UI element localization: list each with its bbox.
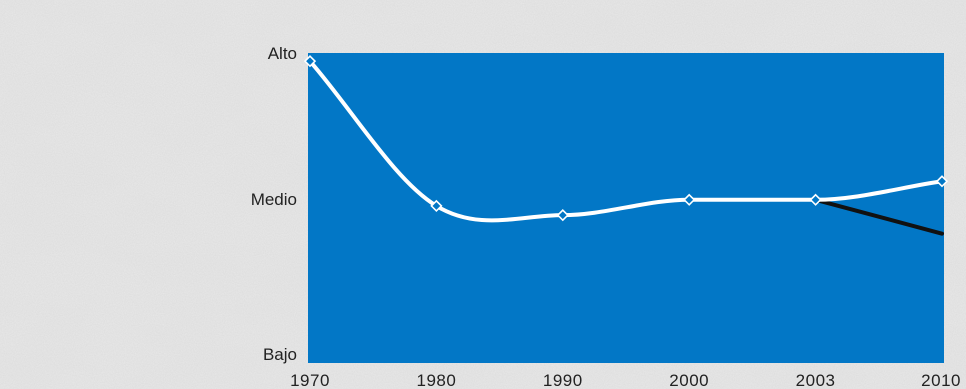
data-point-2003	[809, 193, 822, 206]
x-tick-label-1990: 1990	[543, 371, 583, 389]
data-point-2000	[683, 193, 696, 206]
data-point-1980	[430, 199, 443, 213]
y-tick-label-medio: Medio	[251, 190, 297, 209]
data-point-1970	[303, 55, 317, 68]
data-point-1990	[556, 209, 569, 222]
x-tick-label-1970: 1970	[290, 371, 330, 389]
series-line-1	[308, 59, 944, 223]
x-tick-label-2000: 2000	[669, 371, 709, 389]
x-tick-label-2003: 2003	[796, 371, 836, 389]
x-tick-label-1980: 1980	[416, 371, 456, 389]
chart-marks	[303, 55, 949, 236]
series-line-2	[813, 197, 944, 236]
x-tick-label-2010: 2010	[921, 371, 961, 389]
y-tick-label-bajo: Bajo	[263, 345, 297, 364]
y-tick-label-alto: Alto	[268, 44, 297, 63]
data-point-2010	[935, 175, 949, 188]
y-axis-labels: Bajo Medio Alto	[251, 44, 297, 364]
x-axis-labels: 1970 1980 1990 2000 2003 2010	[290, 371, 961, 389]
